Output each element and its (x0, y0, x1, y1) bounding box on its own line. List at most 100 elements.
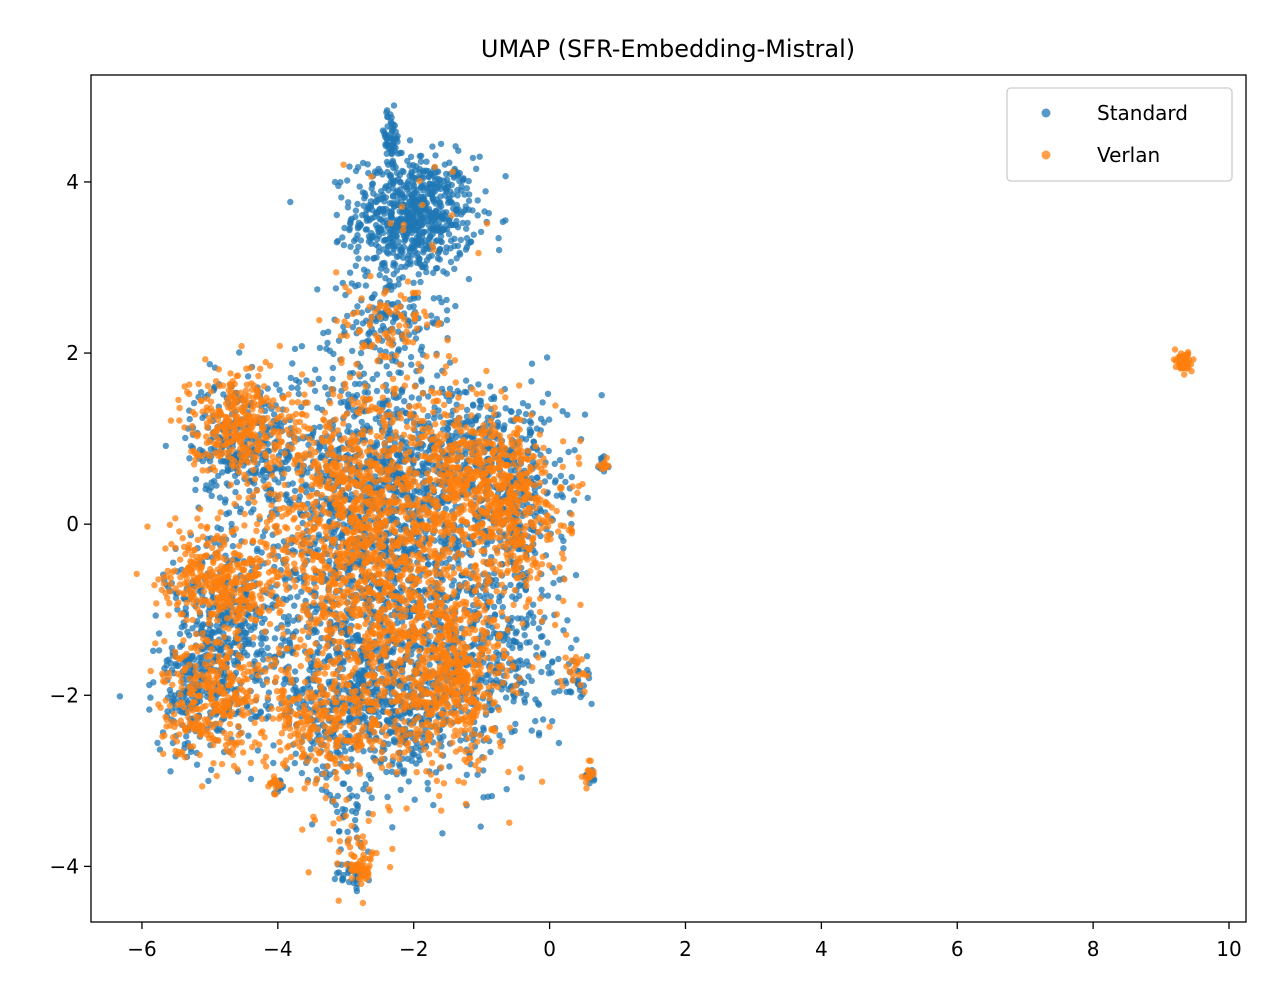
data-point (372, 318, 380, 325)
data-point (430, 801, 437, 809)
data-point (426, 180, 433, 187)
data-point (388, 214, 396, 221)
data-point (189, 653, 196, 660)
data-point (294, 384, 301, 392)
data-point (570, 497, 578, 504)
data-point (394, 227, 401, 234)
data-point (217, 526, 225, 533)
data-point (362, 282, 370, 289)
data-point (428, 312, 435, 319)
data-point (276, 386, 283, 394)
data-point (437, 140, 445, 148)
data-point (474, 212, 481, 219)
data-point (487, 383, 494, 390)
data-point (376, 347, 384, 354)
data-point (333, 211, 340, 219)
data-point (452, 302, 459, 310)
data-point (337, 399, 344, 406)
data-point (365, 331, 372, 338)
data-point (537, 415, 545, 422)
data-point (376, 271, 383, 279)
data-point (477, 228, 485, 236)
data-point (480, 726, 487, 733)
data-point (296, 493, 303, 500)
data-point (395, 369, 402, 376)
data-point (334, 792, 341, 800)
data-point (408, 394, 415, 401)
data-point (286, 499, 293, 507)
data-point (513, 638, 520, 646)
data-point (428, 171, 436, 179)
data-point (544, 639, 551, 646)
data-point (565, 448, 572, 456)
data-point (437, 233, 445, 240)
data-point (400, 770, 407, 777)
data-point (376, 216, 383, 223)
data-point (340, 521, 347, 528)
data-point (404, 157, 411, 165)
data-point (434, 264, 441, 272)
data-point (359, 320, 367, 327)
data-point (287, 594, 294, 601)
data-point (289, 360, 296, 367)
data-point (394, 176, 402, 183)
data-point (358, 418, 365, 426)
data-point (222, 496, 229, 503)
data-point (344, 828, 351, 835)
data-point (463, 771, 470, 778)
data-point (383, 267, 390, 274)
data-point (369, 181, 376, 188)
data-point (361, 388, 368, 396)
data-point (436, 256, 443, 263)
data-point (408, 361, 415, 368)
data-point (598, 392, 605, 399)
data-point (383, 716, 391, 724)
data-point (502, 694, 510, 701)
data-point (406, 190, 413, 197)
data-point (423, 257, 431, 264)
data-point (355, 255, 362, 262)
data-point (393, 134, 400, 142)
data-point (519, 661, 526, 668)
data-point (375, 165, 382, 173)
data-point (383, 387, 391, 394)
data-point (245, 639, 252, 646)
data-point (368, 215, 375, 222)
data-point (352, 207, 360, 214)
data-point (294, 593, 301, 600)
data-point (150, 647, 157, 654)
data-point (482, 188, 489, 195)
data-point (411, 796, 418, 803)
data-point (397, 786, 404, 794)
data-point (208, 766, 215, 773)
data-point (521, 632, 528, 639)
data-point (348, 280, 355, 287)
data-point (438, 203, 445, 210)
data-point (362, 211, 369, 218)
data-point (388, 227, 396, 234)
data-point (421, 196, 428, 203)
data-point (442, 537, 449, 544)
data-point (461, 191, 468, 198)
data-point (448, 582, 456, 589)
data-point (273, 381, 280, 388)
data-point (302, 481, 309, 488)
data-point (436, 294, 443, 302)
data-point (414, 227, 422, 234)
data-point (373, 198, 380, 206)
data-point (550, 579, 557, 587)
data-point (450, 221, 457, 229)
data-point (424, 779, 431, 787)
data-point (314, 404, 321, 411)
data-point (439, 830, 446, 837)
data-point (406, 304, 413, 311)
data-point (416, 255, 423, 262)
data-point (253, 547, 261, 555)
data-point (355, 219, 363, 226)
data-point (432, 152, 439, 159)
data-point (443, 296, 450, 304)
data-point (459, 219, 466, 227)
data-point (408, 242, 416, 249)
data-point (325, 391, 332, 398)
data-point (571, 447, 578, 454)
